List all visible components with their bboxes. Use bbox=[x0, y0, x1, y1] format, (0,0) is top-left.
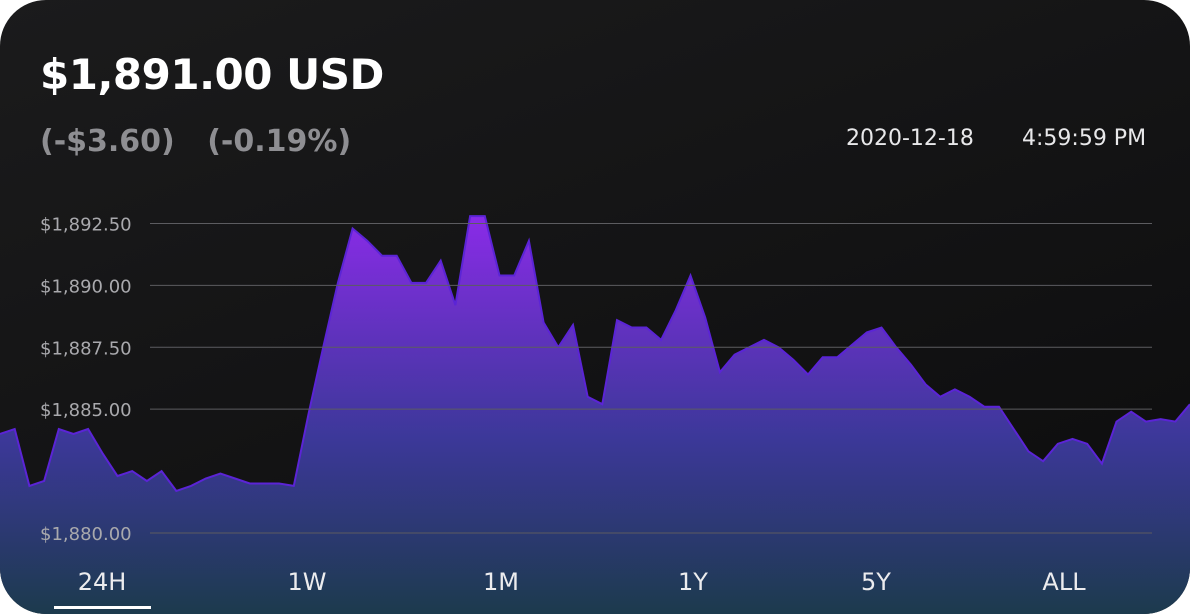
price-change-percent: (-0.19%) bbox=[207, 124, 352, 159]
timestamp-date: 2020-12-18 bbox=[846, 126, 974, 151]
y-tick-label: $1,892.50 bbox=[40, 215, 132, 236]
tab-24h[interactable]: 24H bbox=[77, 568, 127, 596]
price-change-absolute: (-$3.60) bbox=[40, 124, 175, 159]
tab-1m[interactable]: 1M bbox=[483, 568, 519, 596]
current-price: $1,891.00 USD bbox=[40, 50, 384, 99]
tab-1w[interactable]: 1W bbox=[287, 568, 327, 596]
price-change: (-$3.60) (-0.19%) bbox=[40, 124, 373, 159]
price-line bbox=[0, 215, 1190, 493]
timestamp-time: 4:59:59 PM bbox=[1022, 126, 1147, 151]
tab-all[interactable]: ALL bbox=[1042, 568, 1086, 596]
y-tick-label: $1,880.00 bbox=[40, 524, 132, 545]
y-tick-label: $1,885.00 bbox=[40, 400, 132, 421]
tab-1y[interactable]: 1Y bbox=[678, 568, 708, 596]
y-tick-label: $1,890.00 bbox=[40, 276, 132, 297]
tab-5y[interactable]: 5Y bbox=[861, 568, 891, 596]
price-area bbox=[0, 216, 1190, 614]
y-tick-label: $1,887.50 bbox=[40, 338, 132, 359]
selected-tab-indicator bbox=[54, 606, 151, 609]
timeframe-tabs: 24H 1W 1M 1Y 5Y ALL bbox=[0, 566, 1190, 614]
